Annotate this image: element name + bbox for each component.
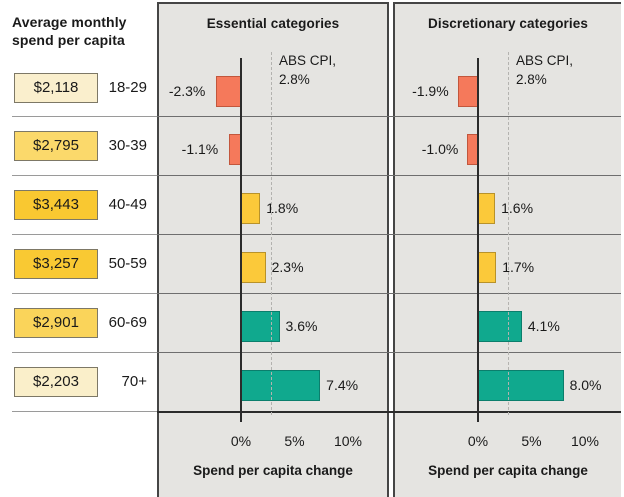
cpi-reference-line	[270, 52, 272, 415]
age-group-label: 18-29	[108, 79, 147, 96]
panel-discretionary: Discretionary categories ABS CPI, 2.8% S…	[393, 2, 621, 497]
row-divider	[12, 293, 157, 294]
age-group-label: 60-69	[108, 314, 147, 331]
bar-60-69	[478, 311, 522, 342]
row-divider	[12, 116, 157, 117]
row-divider	[157, 293, 621, 294]
bar-60-69	[241, 311, 280, 342]
spend-value-box: $3,257	[14, 249, 98, 279]
row-divider	[12, 175, 157, 176]
x-axis-line	[157, 411, 621, 413]
spend-value-box: $2,203	[14, 367, 98, 397]
panel-title-discretionary: Discretionary categories	[428, 16, 588, 31]
bar-value-label: 3.6%	[285, 318, 318, 334]
x-tick-label: 10%	[570, 433, 600, 449]
age-group-label: 70+	[121, 373, 147, 390]
age-group-label: 30-39	[108, 137, 147, 154]
bar-50-59	[241, 252, 266, 283]
age-group-label: 50-59	[108, 255, 147, 272]
bar-value-label: 7.4%	[326, 377, 359, 393]
bar-value-label: 2.3%	[271, 259, 304, 275]
x-tick-label: 0%	[467, 433, 489, 449]
x-tick-label: 5%	[521, 433, 542, 449]
bar-40-49	[241, 193, 261, 224]
row-divider	[12, 234, 157, 235]
spend-value-box: $2,901	[14, 308, 98, 338]
row-divider	[157, 175, 621, 176]
bar-value-label: -1.1%	[181, 141, 219, 157]
zero-baseline	[477, 58, 479, 422]
x-tick-label: 10%	[333, 433, 363, 449]
bar-value-label: -1.0%	[421, 141, 459, 157]
bar-value-label: 4.1%	[527, 318, 560, 334]
zero-baseline	[240, 58, 242, 422]
panel-title-essential: Essential categories	[206, 16, 340, 31]
row-divider	[157, 234, 621, 235]
spend-value-box: $2,118	[14, 73, 98, 103]
spend-value-box: $2,795	[14, 131, 98, 161]
spend-value-box: $3,443	[14, 190, 98, 220]
bar-70+	[241, 370, 321, 401]
row-divider	[12, 352, 157, 353]
bar-18-29	[216, 76, 241, 107]
cpi-reference-label: ABS CPI, 2.8%	[515, 53, 573, 87]
bar-40-49	[478, 193, 496, 224]
bar-value-label: -1.9%	[412, 83, 449, 99]
bar-value-label: 1.7%	[502, 259, 535, 275]
bar-value-label: -2.3%	[168, 83, 206, 99]
cpi-reference-label: ABS CPI, 2.8%	[278, 53, 336, 87]
row-divider	[157, 116, 621, 117]
spend-column-header: Average monthly spend per capita	[12, 14, 127, 48]
row-divider	[12, 411, 157, 412]
cpi-reference-line	[507, 52, 509, 415]
age-group-label: 40-49	[108, 196, 147, 213]
x-axis-title: Spend per capita change	[193, 463, 353, 478]
bar-18-29	[457, 76, 478, 107]
bar-value-label: 1.6%	[501, 200, 534, 216]
bar-value-label: 1.8%	[266, 200, 299, 216]
x-tick-label: 5%	[284, 433, 305, 449]
spend-column: Average monthly spend per capita $2,118 1…	[0, 0, 157, 497]
x-axis-title: Spend per capita change	[428, 463, 588, 478]
x-tick-label: 0%	[230, 433, 252, 449]
panel-essential: Essential categories ABS CPI, 2.8% Spend…	[157, 2, 389, 497]
row-divider	[157, 352, 621, 353]
bar-50-59	[478, 252, 497, 283]
bar-value-label: 8.0%	[569, 377, 602, 393]
bar-70+	[478, 370, 564, 401]
